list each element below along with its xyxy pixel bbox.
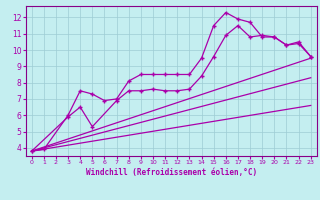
X-axis label: Windchill (Refroidissement éolien,°C): Windchill (Refroidissement éolien,°C) [86,168,257,177]
